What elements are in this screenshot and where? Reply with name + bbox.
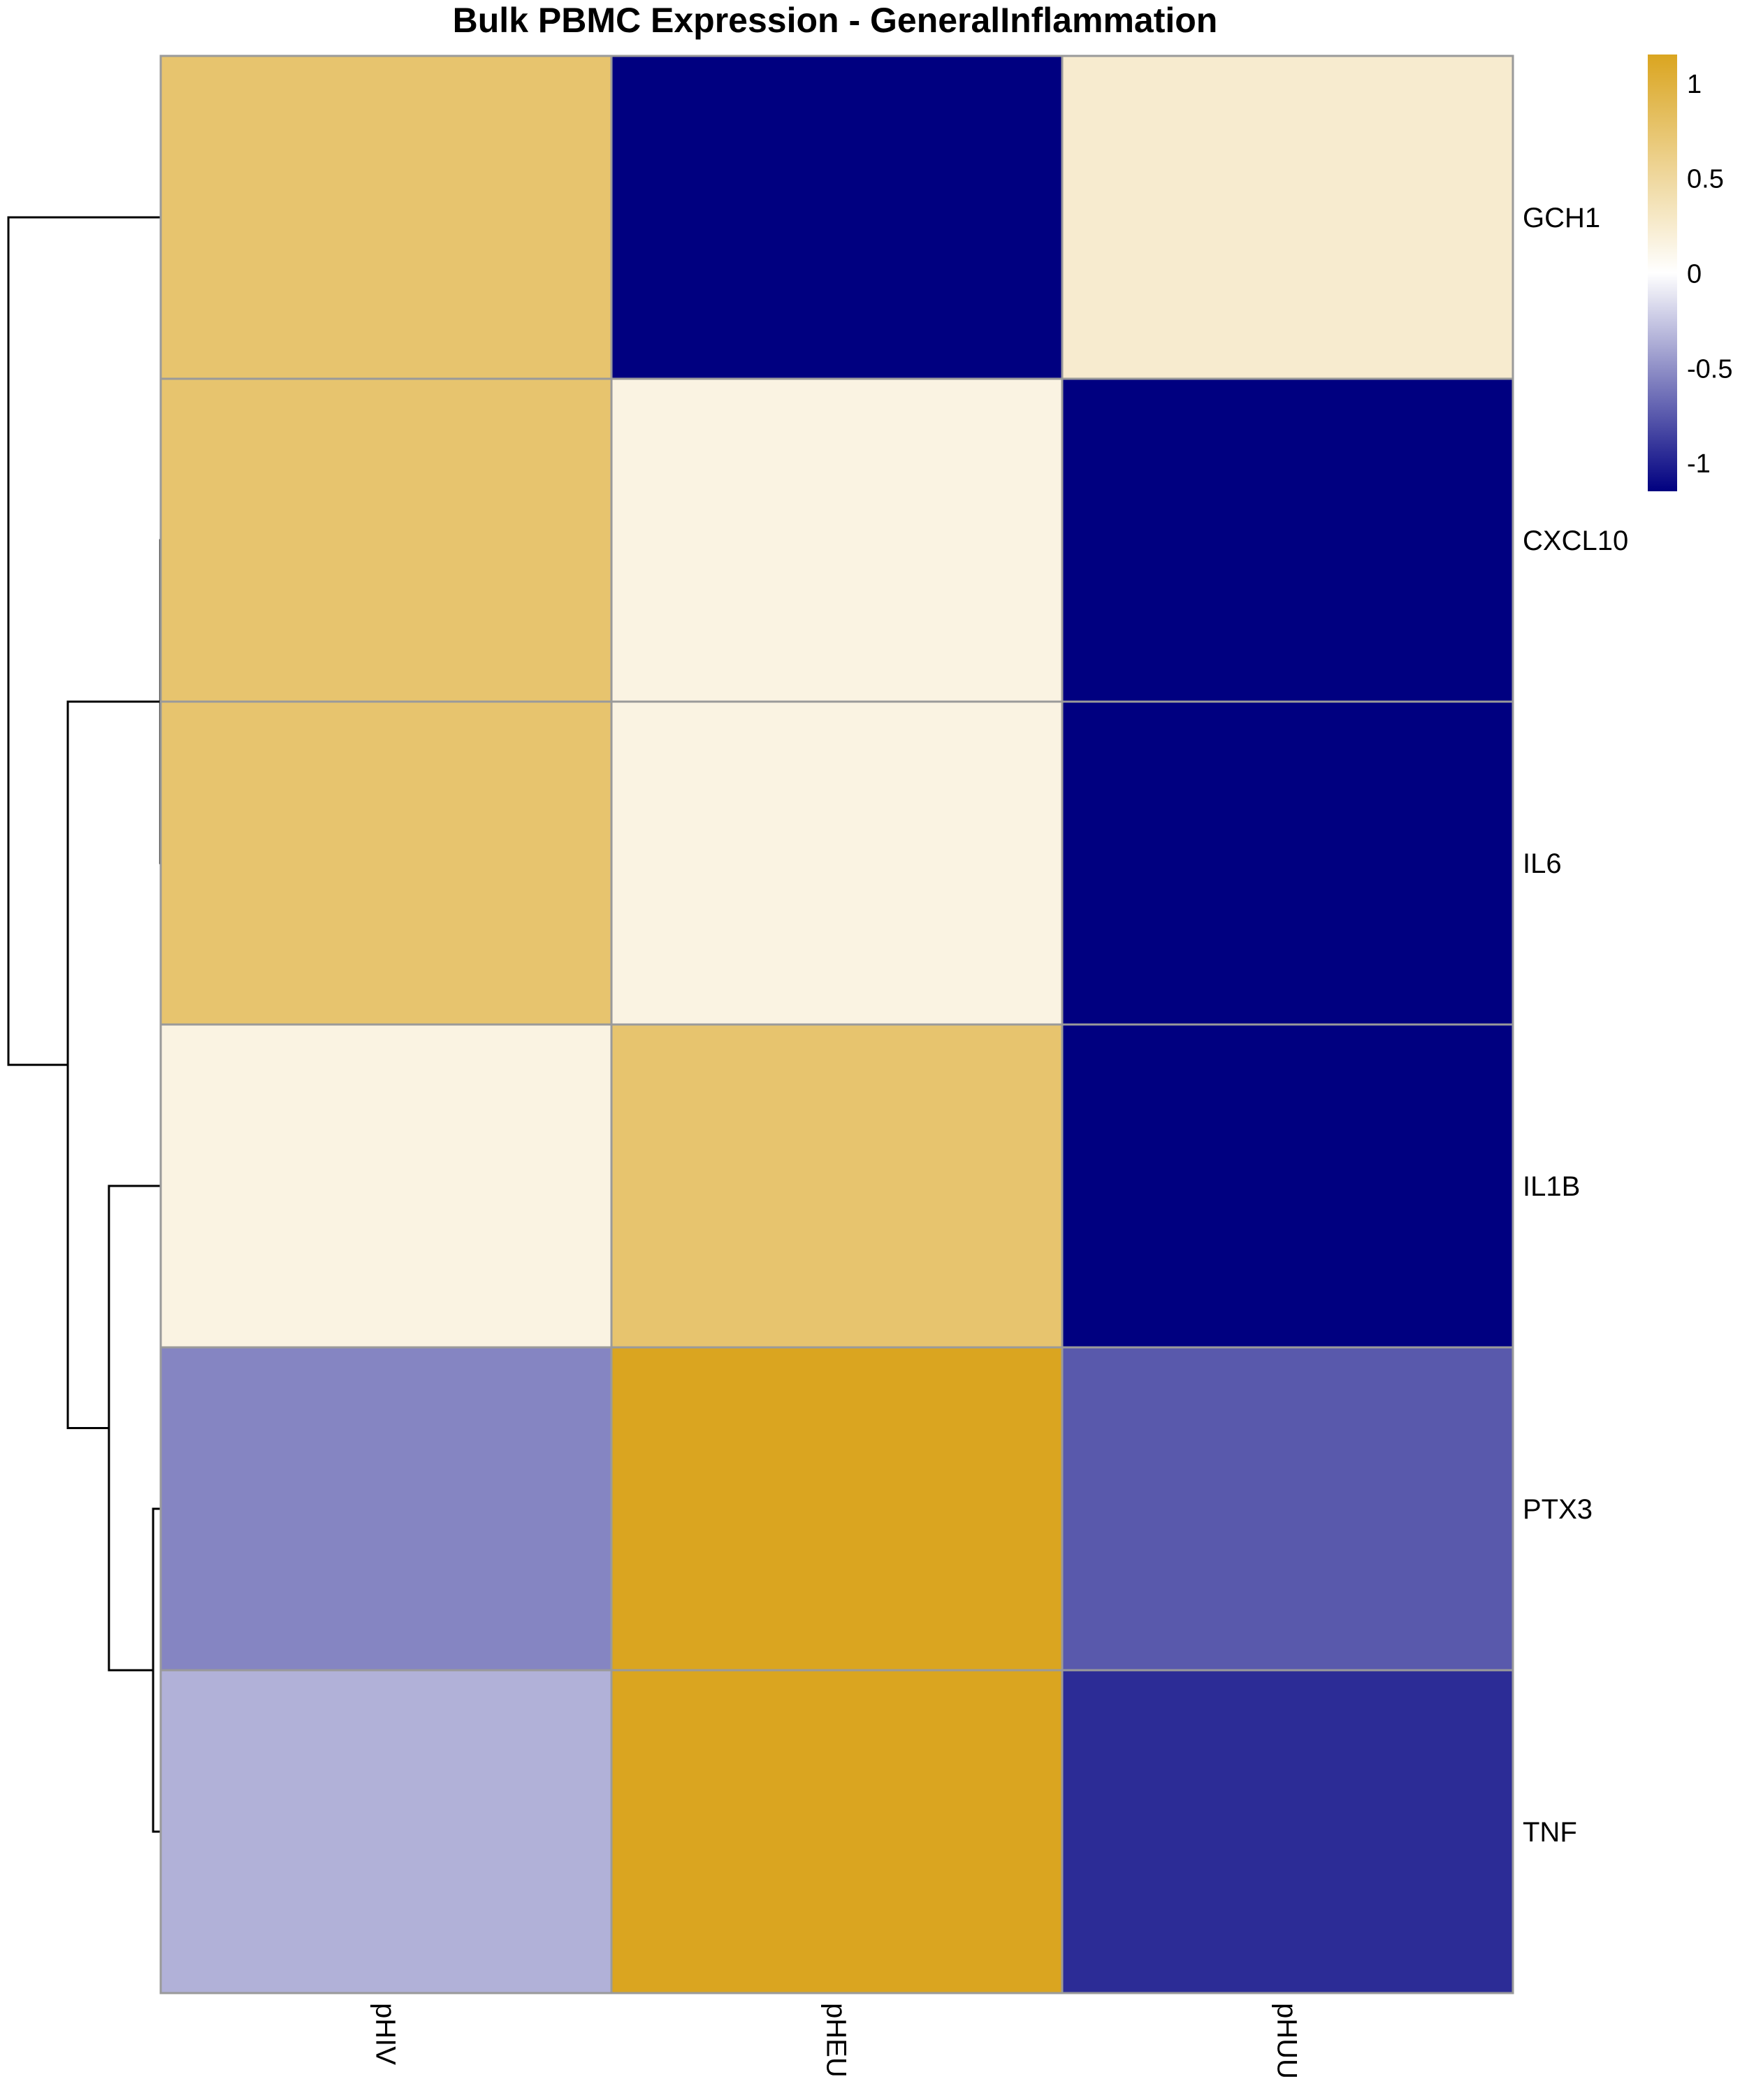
heatmap-cell-cxcl10-phuu <box>1061 377 1514 703</box>
heatmap-cell-gch1-phiv <box>159 55 613 380</box>
legend-tick-label: 0.5 <box>1687 165 1724 194</box>
column-label-phiv: pHIV <box>370 2003 401 2065</box>
heatmap-cell-gch1-pheu <box>610 55 1064 380</box>
legend-tick-label: 0 <box>1687 260 1702 289</box>
heatmap-cell-tnf-phiv <box>159 1669 613 1994</box>
heatmap-cell-tnf-pheu <box>610 1669 1064 1994</box>
heatmap-cells <box>159 55 1514 1994</box>
heatmap-cell-il1b-phiv <box>159 1023 613 1349</box>
heatmap-cell-il1b-pheu <box>610 1023 1064 1349</box>
legend-tick-label: 1 <box>1687 70 1702 99</box>
heatmap-cell-il6-phiv <box>159 700 613 1026</box>
row-label-il6: IL6 <box>1523 848 1562 879</box>
row-label-gch1: GCH1 <box>1523 203 1600 233</box>
color-legend: 1 0.5 0 -0.5 -1 <box>1648 55 1732 491</box>
column-labels: pHIV pHEU pHUU <box>370 2003 1303 2079</box>
heatmap-cell-il6-phuu <box>1061 700 1514 1026</box>
heatmap-cell-tnf-phuu <box>1061 1669 1514 1994</box>
heatmap-cell-ptx3-phiv <box>159 1346 613 1672</box>
dendrogram-branch-root <box>7 216 161 1066</box>
dendrogram-branch-cxcl10-group <box>66 700 161 1429</box>
dendrogram-branch-ptx3-tnf <box>152 1507 161 1833</box>
column-label-pheu: pHEU <box>821 2003 852 2078</box>
legend-color-bar <box>1648 55 1677 491</box>
heatmap-cell-ptx3-pheu <box>610 1346 1064 1672</box>
chart-title: Bulk PBMC Expression - GeneralInflammati… <box>453 1 1218 40</box>
heatmap-cell-il1b-phuu <box>1061 1023 1514 1349</box>
heatmap-cell-cxcl10-pheu <box>610 377 1064 703</box>
heatmap-cell-cxcl10-phiv <box>159 377 613 703</box>
column-label-phuu: pHUU <box>1272 2003 1303 2079</box>
row-label-il1b: IL1B <box>1523 1171 1580 1202</box>
row-dendrogram <box>7 216 161 1833</box>
row-label-ptx3: PTX3 <box>1523 1494 1593 1525</box>
heatmap-cell-ptx3-phuu <box>1061 1346 1514 1672</box>
legend-tick-label: -0.5 <box>1687 354 1732 384</box>
row-label-tnf: TNF <box>1523 1817 1577 1848</box>
heatmap-cell-il6-pheu <box>610 700 1064 1026</box>
heatmap-cell-gch1-phuu <box>1061 55 1514 380</box>
row-label-cxcl10: CXCL10 <box>1523 526 1628 556</box>
row-labels: GCH1 CXCL10 IL6 IL1B PTX3 TNF <box>1523 203 1628 1848</box>
legend-tick-label: -1 <box>1687 449 1711 479</box>
